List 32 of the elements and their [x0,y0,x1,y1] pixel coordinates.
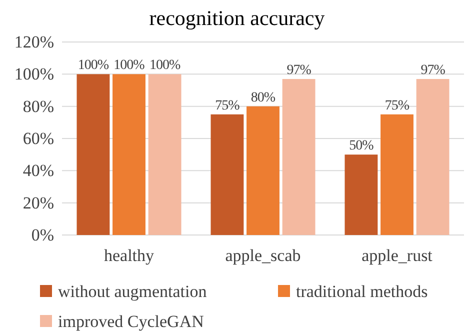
x-tick-label: apple_rust [362,246,433,266]
bar [210,114,244,235]
data-label: 80% [250,90,276,106]
y-tick-label: 80% [22,96,54,116]
data-label: 50% [349,138,374,154]
bar [112,74,146,235]
x-tick-label: healthy [104,246,155,266]
y-tick-label: 40% [22,161,54,180]
y-tick-label: 20% [22,193,54,212]
bar [282,78,316,235]
data-label: 97% [286,62,312,78]
bar [246,106,280,235]
legend-label: without augmentation [58,282,208,301]
data-label: 100% [78,58,110,74]
x-tick-label: apple_scab [225,246,301,266]
y-tick-label: 120% [14,32,54,52]
data-label: 75% [384,98,410,114]
y-tick-label: 100% [14,64,54,84]
data-label: 100% [114,58,146,74]
legend-label: improved CycleGAN [58,312,204,331]
legend-label: traditional methods [296,282,428,301]
data-label: 97% [420,62,446,78]
bar [76,74,110,235]
y-tick-label: 60% [22,128,54,148]
chart-title: recognition accuracy [149,6,326,30]
data-label: 75% [215,98,240,114]
bar [148,74,182,235]
bar [344,154,378,235]
y-tick-label: 0% [31,225,54,244]
data-label: 100% [149,58,181,74]
bar [380,114,414,235]
bar [416,78,450,235]
